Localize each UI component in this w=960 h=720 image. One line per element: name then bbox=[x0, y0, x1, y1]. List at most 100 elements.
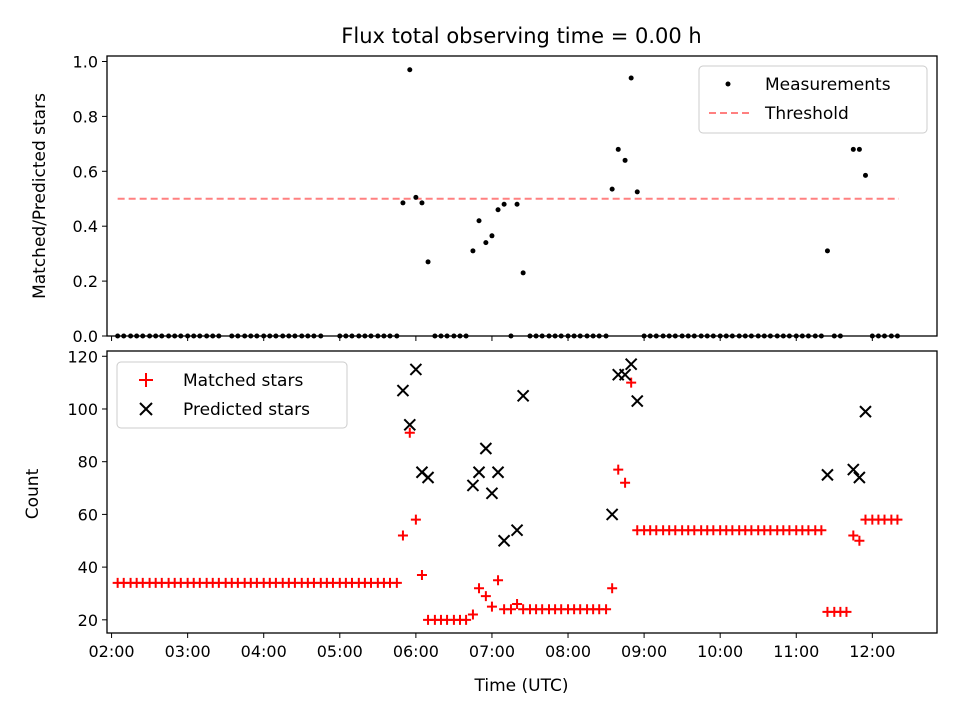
measurement-point-28 bbox=[299, 333, 305, 339]
measurement-point-22 bbox=[261, 333, 267, 339]
measurement-point-39 bbox=[381, 333, 387, 339]
x-tick-label-5: 07:00 bbox=[469, 642, 515, 661]
matched-star-point-47 bbox=[410, 514, 421, 525]
predicted-star-point-18 bbox=[821, 468, 834, 482]
measurement-point-82 bbox=[653, 333, 659, 339]
measurement-point-40 bbox=[387, 333, 393, 339]
predicted-star-point-10 bbox=[497, 534, 511, 547]
measurement-point-109 bbox=[824, 248, 830, 254]
predicted-star-point-13 bbox=[605, 508, 619, 521]
measurement-point-99 bbox=[761, 333, 767, 339]
measurement-point-81 bbox=[647, 333, 653, 339]
bottom-y-axis-label: Count bbox=[23, 468, 43, 519]
measurement-point-21 bbox=[254, 333, 260, 339]
predicted-star-point-17 bbox=[631, 394, 644, 408]
matched-star-point-117 bbox=[854, 535, 865, 546]
legend-measurements-marker bbox=[725, 81, 731, 87]
legend-threshold-label: Threshold bbox=[764, 104, 849, 124]
top-y-tick-label-4: 0.8 bbox=[73, 107, 98, 126]
top-legend: Measurements Threshold bbox=[698, 65, 928, 134]
measurement-point-96 bbox=[742, 333, 748, 339]
measurement-point-9 bbox=[172, 333, 178, 339]
measurement-point-100 bbox=[767, 333, 773, 339]
matched-star-point-63 bbox=[512, 599, 523, 610]
bottom-y-tick-label-5: 120 bbox=[67, 347, 98, 366]
measurement-point-69 bbox=[571, 333, 577, 339]
predicted-star-point-8 bbox=[485, 487, 499, 500]
predicted-star-point-12 bbox=[516, 389, 530, 403]
measurement-point-117 bbox=[882, 333, 888, 339]
measurement-point-55 bbox=[483, 240, 489, 246]
x-tick-label-7: 09:00 bbox=[621, 642, 667, 661]
x-tick-label-2: 04:00 bbox=[241, 642, 287, 661]
x-tick-label-0: 02:00 bbox=[89, 642, 135, 661]
measurement-point-77 bbox=[622, 157, 628, 163]
measurement-point-52 bbox=[463, 333, 469, 339]
bottom-panel-frame bbox=[106, 350, 938, 634]
bottom-panel: 20 40 60 80 100 120 02:00 03:00 04:00 05:00 06:00… bbox=[23, 347, 938, 661]
matched-star-point-62 bbox=[505, 604, 516, 615]
measurement-point-62 bbox=[527, 333, 533, 339]
measurement-point-119 bbox=[894, 333, 900, 339]
x-tick-label-3: 05:00 bbox=[317, 642, 363, 661]
predicted-star-point-4 bbox=[421, 471, 435, 484]
matched-star-point-111 bbox=[816, 525, 827, 536]
measurement-point-30 bbox=[311, 333, 317, 339]
matched-star-point-44 bbox=[391, 577, 402, 588]
measurement-point-89 bbox=[698, 333, 704, 339]
measurement-point-104 bbox=[793, 333, 799, 339]
measurement-point-60 bbox=[514, 201, 520, 207]
measurement-point-94 bbox=[729, 333, 735, 339]
measurement-point-76 bbox=[615, 146, 621, 152]
measurement-point-84 bbox=[666, 333, 672, 339]
measurement-point-29 bbox=[305, 333, 311, 339]
measurement-point-37 bbox=[368, 333, 374, 339]
measurement-point-34 bbox=[349, 333, 355, 339]
measurement-point-90 bbox=[704, 333, 710, 339]
x-tick-label-8: 10:00 bbox=[697, 642, 743, 661]
measurement-point-24 bbox=[273, 333, 279, 339]
measurement-point-26 bbox=[286, 333, 292, 339]
top-y-tick-label-2: 0.4 bbox=[73, 217, 98, 236]
x-tick-label-1: 03:00 bbox=[165, 642, 211, 661]
measurement-point-112 bbox=[850, 146, 856, 152]
measurement-point-103 bbox=[786, 333, 792, 339]
legend-predicted-marker bbox=[139, 402, 153, 416]
top-y-tick-label-0: 0.0 bbox=[73, 327, 98, 346]
top-panel: 0.0 0.2 0.4 0.6 0.8 1.0 Matched/Predicted sta… bbox=[30, 52, 938, 346]
measurement-point-85 bbox=[672, 333, 678, 339]
measurement-point-97 bbox=[748, 333, 754, 339]
measurement-point-83 bbox=[660, 333, 666, 339]
matched-star-point-80 bbox=[620, 477, 631, 488]
predicted-star-point-5 bbox=[466, 479, 480, 492]
measurement-point-73 bbox=[596, 333, 602, 339]
top-y-tick-label-3: 0.6 bbox=[73, 162, 98, 181]
measurement-point-106 bbox=[805, 333, 811, 339]
measurement-point-102 bbox=[780, 333, 786, 339]
bottom-y-tick-label-2: 60 bbox=[78, 505, 98, 524]
top-legend-box bbox=[698, 65, 928, 134]
measurement-point-17 bbox=[229, 333, 235, 339]
measurement-point-61 bbox=[520, 270, 526, 276]
x-tick-label-4: 06:00 bbox=[393, 642, 439, 661]
measurement-point-67 bbox=[558, 333, 564, 339]
measurement-point-75 bbox=[609, 186, 615, 192]
top-y-ticks: 0.0 0.2 0.4 0.6 0.8 1.0 bbox=[73, 52, 107, 346]
bottom-y-tick-label-1: 40 bbox=[78, 558, 98, 577]
x-tick-label-6: 08:00 bbox=[545, 642, 591, 661]
measurement-point-27 bbox=[292, 333, 298, 339]
measurement-point-49 bbox=[444, 333, 450, 339]
measurement-point-116 bbox=[875, 333, 881, 339]
matched-star-point-77 bbox=[601, 604, 612, 615]
measurement-point-98 bbox=[755, 333, 761, 339]
measurement-point-118 bbox=[888, 333, 894, 339]
measurement-point-79 bbox=[634, 189, 640, 195]
measurement-point-25 bbox=[280, 333, 286, 339]
top-y-tick-label-5: 1.0 bbox=[73, 52, 98, 71]
measurement-point-0 bbox=[115, 333, 121, 339]
measurement-point-80 bbox=[641, 333, 647, 339]
measurement-point-14 bbox=[204, 333, 210, 339]
legend-matched-marker bbox=[139, 373, 153, 387]
measurement-point-20 bbox=[248, 333, 254, 339]
measurement-points bbox=[115, 67, 900, 339]
